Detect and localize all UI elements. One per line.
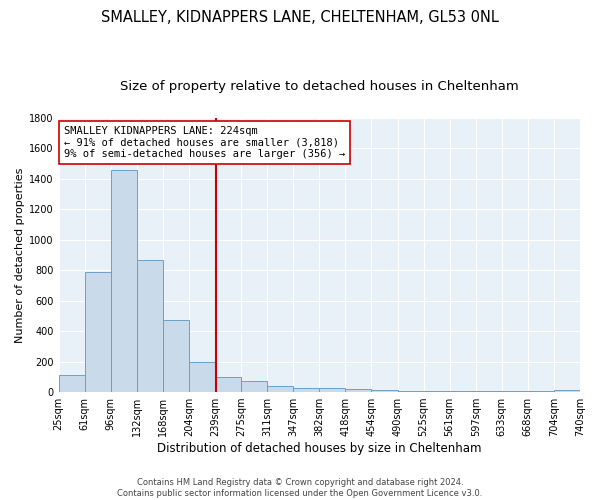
Bar [215,377,241,392]
Bar [293,388,319,392]
Bar [371,390,398,392]
Bar [319,388,346,392]
X-axis label: Distribution of detached houses by size in Cheltenham: Distribution of detached houses by size … [157,442,482,455]
Bar [424,391,449,392]
Bar [189,362,215,392]
Bar [85,272,111,392]
Bar [59,376,85,392]
Bar [241,382,267,392]
Bar [137,260,163,392]
Bar [554,390,580,392]
Bar [346,389,371,392]
Text: SMALLEY KIDNAPPERS LANE: 224sqm
← 91% of detached houses are smaller (3,818)
9% : SMALLEY KIDNAPPERS LANE: 224sqm ← 91% of… [64,126,345,159]
Title: Size of property relative to detached houses in Cheltenham: Size of property relative to detached ho… [120,80,519,93]
Text: SMALLEY, KIDNAPPERS LANE, CHELTENHAM, GL53 0NL: SMALLEY, KIDNAPPERS LANE, CHELTENHAM, GL… [101,10,499,25]
Bar [267,386,293,392]
Text: Contains HM Land Registry data © Crown copyright and database right 2024.
Contai: Contains HM Land Registry data © Crown c… [118,478,482,498]
Bar [111,170,137,392]
Bar [163,320,189,392]
Bar [398,390,424,392]
Y-axis label: Number of detached properties: Number of detached properties [15,167,25,342]
